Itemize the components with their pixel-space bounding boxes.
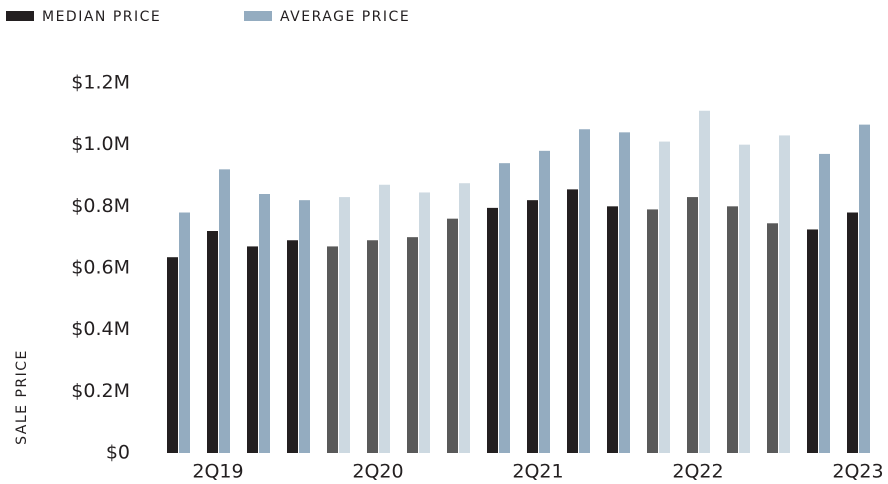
bar bbox=[647, 209, 658, 453]
bar bbox=[527, 200, 538, 453]
bar bbox=[699, 110, 710, 453]
y-tick-label: $0.4M bbox=[71, 318, 130, 340]
legend-label: MEDIAN PRICE bbox=[42, 9, 161, 25]
y-axis-label: SALE PRICE bbox=[14, 349, 30, 445]
bar bbox=[339, 197, 350, 453]
y-tick-label: $1.2M bbox=[71, 72, 130, 94]
bar bbox=[779, 135, 790, 453]
y-tick-label: $1.0M bbox=[71, 133, 130, 155]
bar bbox=[499, 163, 510, 453]
legend-swatch bbox=[244, 11, 272, 21]
bar bbox=[859, 124, 870, 453]
bar bbox=[167, 257, 178, 453]
bar bbox=[487, 207, 498, 453]
bar bbox=[447, 218, 458, 453]
bar bbox=[739, 144, 750, 453]
bar bbox=[807, 229, 818, 453]
bar bbox=[727, 206, 738, 453]
y-tick-label: $0.6M bbox=[71, 257, 130, 279]
bar bbox=[539, 150, 550, 454]
bar bbox=[579, 129, 590, 453]
bar bbox=[247, 246, 258, 453]
y-tick-label: $0 bbox=[106, 442, 130, 464]
bar bbox=[259, 194, 270, 453]
bar bbox=[219, 169, 230, 454]
x-tick-label: 2Q19 bbox=[192, 461, 243, 483]
bar bbox=[767, 223, 778, 453]
bar bbox=[407, 237, 418, 453]
bar bbox=[459, 183, 470, 454]
x-tick-label: 2Q21 bbox=[512, 461, 563, 483]
y-tick-label: $0.2M bbox=[71, 380, 130, 402]
bar bbox=[367, 240, 378, 453]
y-tick-label: $0.8M bbox=[71, 195, 130, 217]
x-tick-label: 2Q22 bbox=[672, 461, 723, 483]
bar bbox=[819, 153, 830, 453]
bar bbox=[607, 206, 618, 453]
bar bbox=[207, 231, 218, 453]
bar bbox=[179, 212, 190, 453]
bar bbox=[567, 189, 578, 453]
bar bbox=[619, 132, 630, 454]
bar bbox=[687, 197, 698, 453]
bar bbox=[659, 141, 670, 454]
bar bbox=[847, 212, 858, 453]
bar bbox=[419, 192, 430, 454]
bar bbox=[327, 246, 338, 453]
legend-swatch bbox=[6, 11, 34, 21]
bar bbox=[299, 200, 310, 453]
bar bbox=[379, 184, 390, 453]
x-tick-label: 2Q23 bbox=[832, 461, 883, 483]
x-tick-label: 2Q20 bbox=[352, 461, 403, 483]
bar bbox=[287, 240, 298, 453]
legend-label: AVERAGE PRICE bbox=[280, 9, 410, 25]
